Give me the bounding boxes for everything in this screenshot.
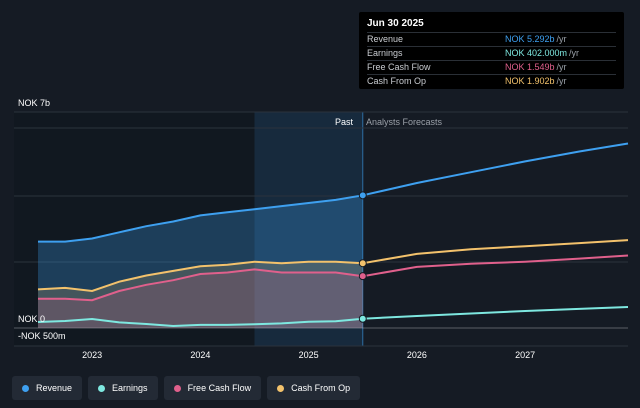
legend-item-cash-from-op[interactable]: Cash From Op (267, 376, 361, 400)
earnings-marker (358, 314, 367, 323)
y-axis-top-label: NOK 7b (18, 98, 51, 108)
revenue-line (38, 142, 629, 243)
cash-from-op-line (37, 239, 629, 293)
cash-from-op-area (38, 261, 363, 328)
tooltip-row-cash-from-op: Cash From Op NOK 1.902b /yr (367, 74, 616, 88)
tooltip-panel: Jun 30 2025 Revenue NOK 5.292b /yr Earni… (359, 12, 624, 89)
cash-from-op-marker (358, 259, 367, 268)
tooltip-unit: /yr (556, 76, 567, 86)
legend-label: Revenue (36, 383, 73, 393)
tooltip-label: Revenue (367, 34, 404, 44)
legend-dot-icon (277, 384, 285, 392)
free-cash-flow-line (38, 254, 629, 302)
x-tick-label: 2023 (82, 350, 102, 360)
tooltip-date: Jun 30 2025 (367, 18, 424, 29)
legend-label: Earnings (112, 383, 148, 393)
legend-dot-icon (98, 384, 106, 392)
highlight-band (254, 112, 363, 346)
legend-item-free-cash-flow[interactable]: Free Cash Flow (163, 376, 262, 400)
tooltip-label: Earnings (367, 48, 403, 58)
earnings-line (37, 306, 629, 328)
legend-label: Cash From Op (291, 383, 351, 393)
tooltip-unit: /yr (569, 48, 580, 58)
tooltip-value: NOK 1.902b (505, 76, 555, 86)
tooltip-unit: /yr (556, 34, 567, 44)
tooltip-label: Cash From Op (367, 76, 427, 86)
legend-dot-icon (173, 384, 181, 392)
past-label: Past (335, 117, 354, 127)
legend-item-earnings[interactable]: Earnings (88, 376, 158, 400)
tooltip-value: NOK 1.549b (505, 62, 555, 72)
legend: Revenue Earnings Free Cash Flow Cash Fro… (12, 376, 361, 400)
legend-label: Free Cash Flow (187, 383, 252, 393)
free-cash-flow-marker (358, 272, 367, 281)
x-tick-label: 2026 (407, 350, 427, 360)
tooltip-row-revenue: Revenue NOK 5.292b /yr (367, 32, 616, 46)
revenue-area (38, 195, 363, 328)
revenue-marker (358, 191, 367, 200)
x-tick-label: 2027 (515, 350, 535, 360)
tooltip-label: Free Cash Flow (367, 62, 431, 72)
tooltip-row-free-cash-flow: Free Cash Flow NOK 1.549b /yr (367, 60, 616, 74)
tooltip-value: NOK 5.292b (505, 34, 555, 44)
forecast-label: Analysts Forecasts (366, 117, 443, 127)
y-axis-bottom-label: -NOK 500m (18, 331, 66, 341)
x-tick-label: 2024 (190, 350, 210, 360)
free-cash-flow-area (38, 269, 363, 328)
tooltip-value: NOK 402.000m (505, 48, 568, 58)
legend-dot-icon (22, 384, 29, 392)
tooltip-unit: /yr (556, 62, 567, 72)
legend-item-revenue[interactable]: Revenue (12, 376, 83, 400)
tooltip-row-earnings: Earnings NOK 402.000m /yr (367, 46, 616, 60)
y-axis-zero-label: NOK 0 (18, 314, 46, 324)
x-tick-label: 2025 (299, 350, 319, 360)
